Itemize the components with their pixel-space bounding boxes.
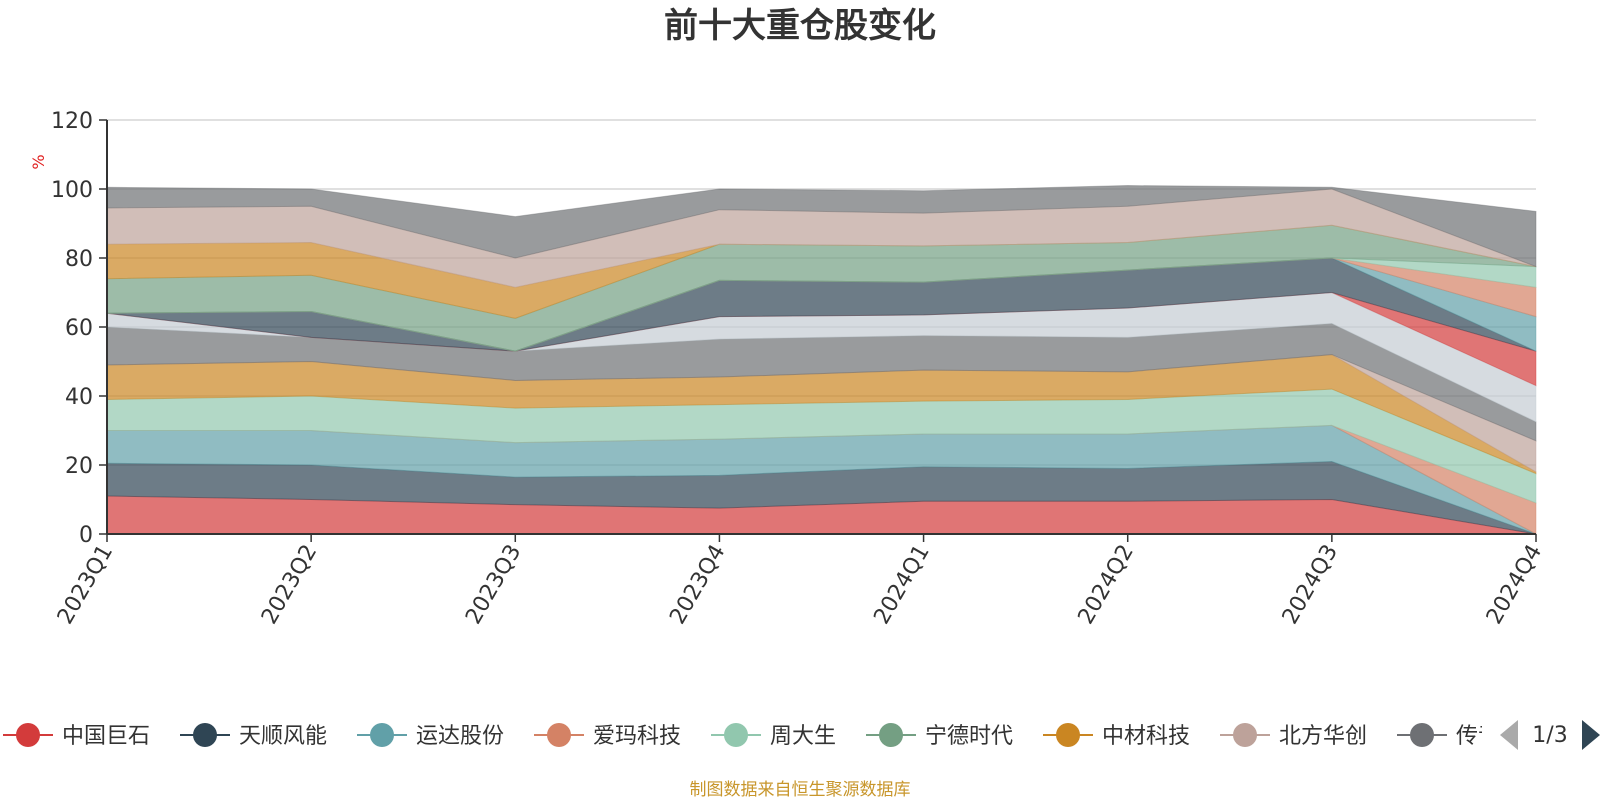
legend-item[interactable]: 爱玛科技: [534, 723, 681, 749]
legend-circle-marker: [547, 723, 571, 747]
area-爱玛科技: [107, 424, 1537, 535]
y-tick-label: 60: [65, 316, 93, 341]
legend-circle-marker: [193, 723, 217, 747]
triangle-right-icon[interactable]: [1582, 720, 1600, 750]
triangle-left-icon[interactable]: [1500, 720, 1518, 750]
area-传音控股: [106, 323, 1537, 442]
legend-circle-marker: [16, 723, 40, 747]
y-tick-label: 20: [65, 454, 93, 479]
legend-circle-marker: [879, 723, 903, 747]
x-tick-label: 2024Q4: [1482, 541, 1547, 629]
area-series: [106, 185, 1537, 535]
legend-circle-marker: [1233, 723, 1257, 747]
legend-item[interactable]: 周大生: [711, 723, 836, 749]
area-传音控股B: [106, 185, 1537, 268]
legend-item[interactable]: 天顺风能: [180, 723, 327, 749]
area-宁德时代: [106, 224, 1537, 352]
area-爱玛科技B: [106, 257, 1537, 352]
legend-item[interactable]: 中国巨石: [3, 723, 150, 749]
area-第十项: [106, 291, 1537, 387]
legend-items: 中国巨石 天顺风能 运达股份 爱玛科技 周大生 宁德时代 中材科技 北方华创 传音控股: [3, 723, 1544, 749]
y-tick-label: 0: [79, 523, 93, 548]
y-tick-label: 100: [51, 178, 93, 203]
legend-circle-marker: [1410, 723, 1434, 747]
legend-circle-marker: [724, 723, 748, 747]
area-运达股份B: [106, 257, 1537, 352]
x-tick-label: 2023Q3: [461, 541, 526, 629]
legend-label: 北方华创: [1279, 724, 1367, 749]
x-tick-label: 2024Q3: [1278, 541, 1343, 629]
legend-label: 传音控股: [1456, 724, 1544, 749]
legend-circle-marker: [1056, 723, 1080, 747]
legend-item[interactable]: 传音控股: [1397, 723, 1544, 749]
area-运达股份: [106, 424, 1537, 535]
legend-label: 爱玛科技: [593, 724, 681, 749]
x-tick-label: 2024Q1: [869, 541, 934, 629]
legend-label: 周大生: [770, 724, 836, 749]
y-tick-label: 80: [65, 247, 93, 272]
chart-title: 前十大重仓股变化: [664, 6, 936, 46]
y-axis-unit-label: %: [29, 154, 48, 169]
legend-item[interactable]: 运达股份: [357, 723, 504, 749]
legend-circle-marker: [370, 723, 394, 747]
legend-label: 天顺风能: [239, 724, 327, 749]
legend-label: 中国巨石: [62, 724, 150, 749]
legend-label: 中材科技: [1102, 724, 1190, 749]
x-tick-label: 2023Q1: [53, 541, 118, 629]
data-source-note: 制图数据来自恒生聚源数据库: [690, 780, 911, 800]
legend-item[interactable]: 北方华创: [1220, 723, 1367, 749]
x-tick-label: 2024Q2: [1074, 541, 1139, 629]
legend-label: 宁德时代: [925, 724, 1013, 749]
x-tick-label: 2023Q2: [257, 541, 322, 629]
legend-item[interactable]: 中材科技: [1043, 723, 1190, 749]
area-周大生B: [106, 257, 1537, 352]
legend-page-indicator: 1/3: [1532, 723, 1567, 748]
legend-label: 运达股份: [416, 724, 504, 749]
legend-pager: 1/3: [1500, 720, 1600, 750]
legend: 中国巨石 天顺风能 运达股份 爱玛科技 周大生 宁德时代 中材科技 北方华创 传音控股: [3, 723, 1544, 749]
legend-item[interactable]: 宁德时代: [866, 723, 1013, 749]
y-tick-label: 40: [65, 385, 93, 410]
x-tick-label: 2023Q4: [665, 541, 730, 629]
y-tick-label: 120: [51, 109, 93, 134]
area-北方华创B: [106, 188, 1537, 288]
area-北方华创: [106, 354, 1537, 473]
